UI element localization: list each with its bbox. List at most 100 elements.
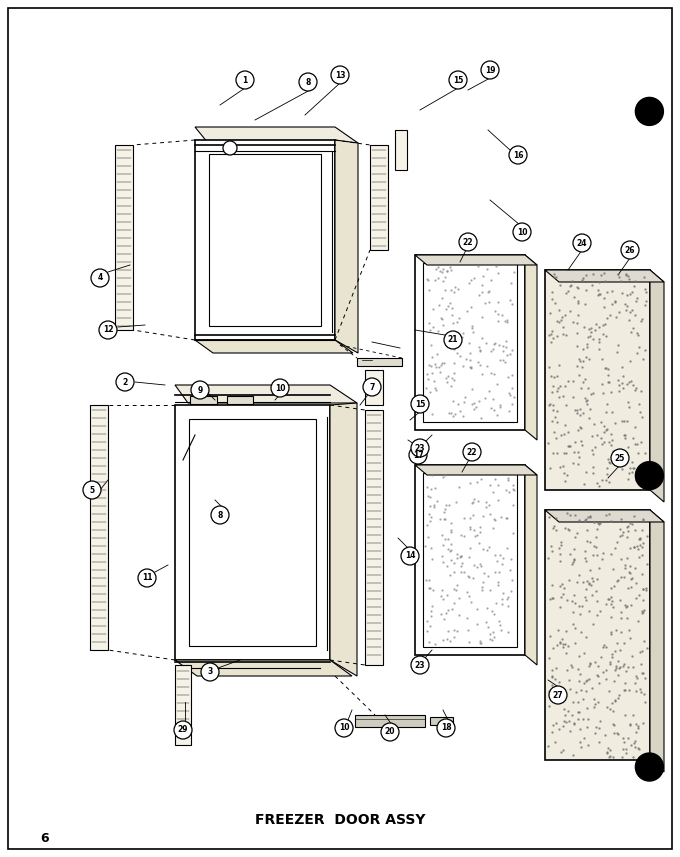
Point [631, 669, 642, 683]
Point [558, 459, 568, 473]
Point [596, 431, 607, 445]
Point [567, 374, 578, 387]
Point [598, 434, 609, 448]
Polygon shape [335, 140, 358, 353]
Point [621, 551, 632, 565]
Text: 5: 5 [90, 486, 95, 494]
Point [547, 415, 558, 428]
Polygon shape [355, 715, 425, 727]
Point [573, 280, 583, 294]
Point [481, 495, 492, 509]
Point [634, 589, 645, 602]
Point [585, 657, 596, 671]
Point [638, 583, 649, 596]
Point [605, 702, 616, 716]
Point [596, 473, 607, 487]
Point [630, 734, 641, 748]
Circle shape [174, 721, 192, 739]
Point [595, 517, 606, 530]
Point [602, 285, 613, 298]
Point [583, 659, 594, 673]
Point [631, 717, 642, 731]
Point [448, 596, 459, 610]
Point [426, 604, 437, 618]
Point [625, 716, 636, 730]
Point [426, 552, 437, 566]
Point [628, 461, 639, 475]
Point [453, 591, 464, 605]
Point [619, 597, 630, 611]
Point [560, 645, 571, 659]
Point [626, 465, 637, 479]
Point [641, 285, 651, 299]
Point [603, 455, 614, 469]
Point [488, 521, 498, 535]
Point [620, 431, 631, 445]
Point [482, 601, 493, 614]
Point [484, 478, 495, 492]
Point [606, 514, 617, 528]
Point [573, 696, 583, 710]
Point [545, 307, 556, 321]
Text: 15: 15 [415, 399, 425, 409]
Point [437, 262, 448, 276]
Point [582, 340, 593, 354]
Circle shape [635, 98, 664, 125]
Polygon shape [357, 358, 402, 366]
Point [631, 437, 642, 451]
Point [466, 361, 477, 375]
Point [548, 681, 559, 695]
Point [628, 510, 639, 524]
Point [584, 576, 595, 590]
Point [490, 596, 501, 610]
Point [447, 409, 458, 423]
Point [588, 539, 599, 553]
Point [611, 345, 622, 359]
Point [546, 663, 557, 677]
Point [605, 581, 616, 595]
Point [633, 340, 644, 354]
Point [614, 378, 625, 392]
Point [444, 406, 455, 420]
Point [574, 674, 585, 688]
Point [461, 585, 472, 599]
Point [495, 354, 506, 368]
Point [422, 396, 433, 410]
Point [546, 726, 557, 740]
Point [588, 574, 599, 588]
Point [559, 581, 570, 595]
Point [622, 518, 633, 532]
Polygon shape [415, 465, 537, 475]
Point [543, 436, 554, 450]
Point [628, 461, 639, 475]
Point [573, 457, 583, 470]
Point [478, 575, 489, 589]
Text: 1: 1 [242, 75, 248, 85]
Point [620, 449, 631, 463]
Point [613, 727, 624, 740]
Polygon shape [195, 127, 358, 143]
Point [634, 682, 645, 696]
Point [423, 507, 434, 521]
Point [615, 274, 626, 288]
Text: 7: 7 [369, 382, 375, 392]
Point [617, 525, 628, 539]
Point [628, 378, 639, 392]
Point [621, 289, 632, 303]
Point [553, 303, 564, 317]
Point [572, 339, 583, 353]
Point [626, 650, 637, 663]
Point [604, 435, 615, 449]
Point [634, 531, 645, 545]
Point [445, 406, 456, 420]
Point [595, 650, 606, 663]
Point [437, 529, 447, 542]
Point [580, 685, 591, 698]
Point [619, 637, 630, 650]
Point [573, 599, 584, 613]
Point [498, 339, 509, 353]
Point [547, 669, 558, 683]
Point [549, 270, 560, 284]
Point [492, 408, 503, 422]
Point [609, 644, 620, 658]
